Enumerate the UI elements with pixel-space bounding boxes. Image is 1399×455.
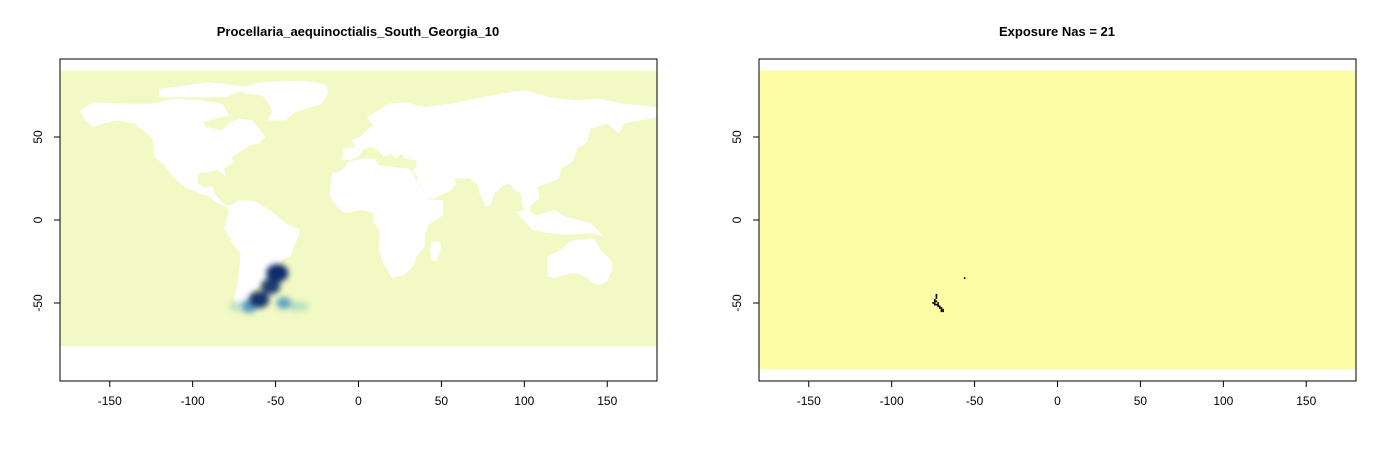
na-cell: [940, 307, 943, 309]
panel-exposure-title: Exposure Nas = 21: [999, 24, 1115, 39]
x-tick-label: 100: [514, 394, 534, 408]
na-cell: [933, 298, 936, 301]
na-cell: [937, 305, 939, 308]
y-tick-label: 50: [730, 130, 744, 144]
na-cell: [933, 303, 936, 306]
na-cell: [963, 277, 966, 279]
na-cells-layer: [932, 277, 966, 313]
hotspot-cell: [261, 278, 281, 295]
y-tick-label: 0: [730, 216, 744, 223]
land-madagascar: [429, 241, 442, 262]
x-tick-label: -100: [880, 394, 904, 408]
na-cell: [938, 305, 941, 308]
na-cell: [933, 302, 936, 304]
map-raster-1: [759, 70, 1356, 370]
x-tick-label: -150: [797, 394, 821, 408]
y-axis-1: -50 0 50: [730, 130, 759, 312]
land-mask-0: [60, 59, 657, 373]
na-cell: [935, 295, 938, 298]
hotspot-cell: [276, 296, 292, 309]
na-cell: [940, 310, 943, 313]
na-cell: [933, 300, 936, 303]
exposure-raster: [759, 70, 1356, 370]
hotspot-cell: [229, 301, 242, 312]
na-cell: [935, 297, 938, 299]
na-cell: [937, 302, 939, 304]
y-tick-label: -50: [730, 294, 744, 312]
na-cell: [940, 308, 943, 311]
panel-species-map: Procellaria_aequinoctialis_South_Georgia…: [31, 24, 658, 408]
land-australia: [547, 238, 613, 285]
x-axis-0: -150 -100 -50 0 50 100 150: [98, 381, 618, 408]
na-cell: [935, 303, 938, 306]
y-tick-label: -50: [31, 294, 45, 312]
y-tick-label: 50: [31, 130, 45, 144]
x-tick-label: 50: [435, 394, 449, 408]
hotspot-cell: [289, 301, 302, 312]
y-tick-label: 0: [31, 216, 45, 223]
land-south-america: [224, 200, 301, 310]
na-cell: [942, 308, 944, 311]
na-cell: [937, 303, 939, 306]
x-tick-label: -50: [267, 394, 285, 408]
panel-species-title: Procellaria_aequinoctialis_South_Georgia…: [217, 24, 500, 39]
hotspot-layer: [229, 264, 310, 313]
na-cell: [942, 310, 944, 313]
na-cell: [935, 293, 938, 296]
land-eurasia: [341, 90, 657, 217]
land-greenland: [239, 80, 329, 121]
x-tick-label: -100: [181, 394, 205, 408]
x-tick-label: -150: [98, 394, 122, 408]
land-north-cap: [60, 59, 657, 71]
panel-exposure-map: Exposure Nas = 21 -150 -100 -50 0 50 100 150 -…: [730, 24, 1357, 408]
x-tick-label: 0: [355, 394, 362, 408]
x-tick-label: 50: [1134, 394, 1148, 408]
x-tick-label: -50: [966, 394, 984, 408]
y-axis-0: -50 0 50: [31, 130, 60, 312]
na-cell: [932, 302, 934, 304]
land-indonesia: [516, 210, 604, 237]
land-africa: [330, 158, 444, 279]
map-raster-0: [60, 59, 657, 373]
na-cell: [938, 307, 941, 309]
x-axis-1: -150 -100 -50 0 50 100 150: [797, 381, 1317, 408]
land-arctic-islands: [159, 82, 251, 98]
land-antarctica: [60, 346, 657, 373]
land-north-america: [79, 98, 266, 207]
land-india: [471, 165, 508, 207]
land-arabia: [416, 166, 457, 199]
hotspot-cell: [266, 264, 289, 283]
x-tick-label: 100: [1213, 394, 1233, 408]
x-tick-label: 150: [597, 394, 617, 408]
na-cell: [935, 300, 938, 303]
x-tick-label: 0: [1054, 394, 1061, 408]
hotspot-cell: [248, 291, 270, 309]
x-tick-label: 150: [1296, 394, 1316, 408]
